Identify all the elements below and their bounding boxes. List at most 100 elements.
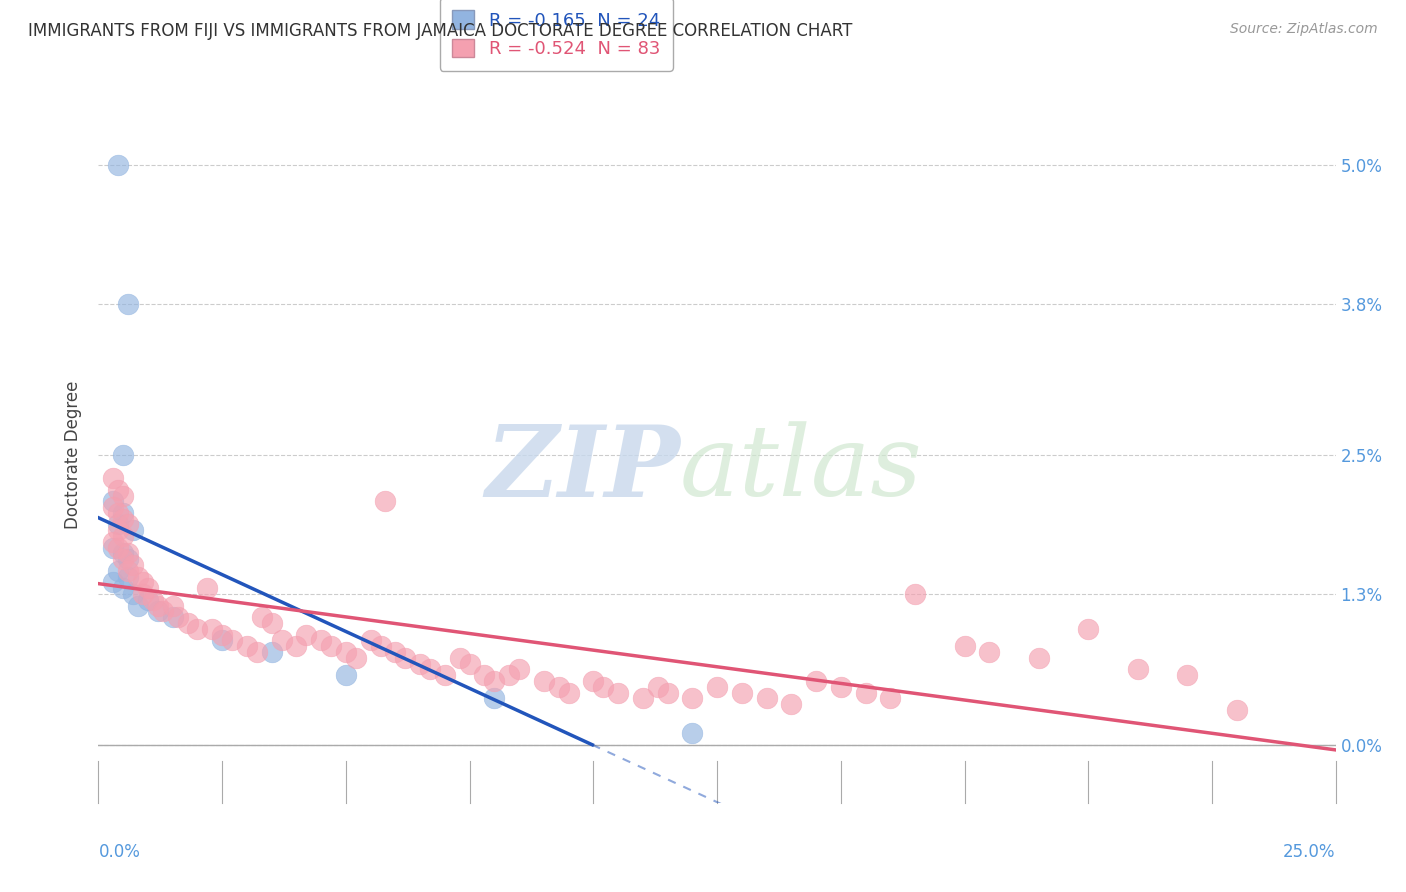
Point <box>107 506 129 520</box>
Point <box>360 633 382 648</box>
Point <box>855 685 877 699</box>
Point <box>136 592 159 607</box>
Point <box>374 494 396 508</box>
Text: ZIP: ZIP <box>485 421 681 517</box>
Point <box>498 668 520 682</box>
Point <box>681 691 703 706</box>
Point <box>117 517 139 532</box>
Point <box>103 500 125 514</box>
Point <box>879 691 901 706</box>
Point <box>122 523 145 537</box>
Point <box>146 605 169 619</box>
Point <box>236 639 259 653</box>
Text: 25.0%: 25.0% <box>1284 843 1336 861</box>
Point <box>107 523 129 537</box>
Point <box>979 645 1001 659</box>
Point <box>780 698 803 712</box>
Point <box>112 529 135 543</box>
Point <box>211 628 233 642</box>
Point <box>647 680 669 694</box>
Point <box>295 628 318 642</box>
Point <box>830 680 852 694</box>
Point <box>270 633 292 648</box>
Point <box>533 674 555 689</box>
Point <box>112 546 135 561</box>
Point <box>1226 703 1249 717</box>
Point <box>107 158 129 172</box>
Point <box>344 651 367 665</box>
Point <box>186 622 208 636</box>
Point <box>419 662 441 676</box>
Point <box>1126 662 1149 676</box>
Point <box>132 587 155 601</box>
Point <box>162 610 184 624</box>
Point <box>433 668 456 682</box>
Point <box>1077 622 1099 636</box>
Point <box>731 685 754 699</box>
Point <box>122 587 145 601</box>
Point <box>211 633 233 648</box>
Point <box>112 506 135 520</box>
Point <box>122 558 145 573</box>
Point <box>804 674 827 689</box>
Point <box>107 483 129 497</box>
Point <box>260 645 283 659</box>
Point <box>117 552 139 566</box>
Point <box>547 680 569 694</box>
Point <box>107 517 129 532</box>
Point <box>221 633 243 648</box>
Point <box>370 639 392 653</box>
Point <box>246 645 269 659</box>
Point <box>309 633 332 648</box>
Point <box>107 564 129 578</box>
Point <box>1028 651 1050 665</box>
Point <box>166 610 188 624</box>
Point <box>112 489 135 503</box>
Point <box>103 575 125 590</box>
Point <box>904 587 927 601</box>
Point <box>631 691 654 706</box>
Point <box>250 610 273 624</box>
Point <box>409 657 432 671</box>
Point <box>335 668 357 682</box>
Point <box>260 615 283 630</box>
Point <box>127 599 149 613</box>
Point <box>112 448 135 462</box>
Point <box>335 645 357 659</box>
Point <box>319 639 342 653</box>
Point <box>755 691 778 706</box>
Point <box>112 511 135 525</box>
Point <box>474 668 496 682</box>
Point <box>508 662 530 676</box>
Point <box>1175 668 1198 682</box>
Text: atlas: atlas <box>681 421 922 516</box>
Point <box>582 674 605 689</box>
Point <box>953 639 976 653</box>
Point <box>132 575 155 590</box>
Point <box>142 592 165 607</box>
Point <box>117 570 139 584</box>
Point <box>285 639 308 653</box>
Point <box>162 599 184 613</box>
Point <box>127 570 149 584</box>
Legend: R = -0.165  N = 24, R = -0.524  N = 83: R = -0.165 N = 24, R = -0.524 N = 83 <box>440 0 672 70</box>
Text: 0.0%: 0.0% <box>98 843 141 861</box>
Point <box>152 605 174 619</box>
Text: Source: ZipAtlas.com: Source: ZipAtlas.com <box>1230 22 1378 37</box>
Point <box>384 645 406 659</box>
Point <box>146 599 169 613</box>
Point <box>107 541 129 555</box>
Point <box>112 552 135 566</box>
Point <box>195 582 218 596</box>
Point <box>484 674 506 689</box>
Point <box>557 685 579 699</box>
Point <box>484 691 506 706</box>
Point <box>103 534 125 549</box>
Point <box>681 726 703 740</box>
Point <box>136 582 159 596</box>
Point <box>103 541 125 555</box>
Point <box>201 622 224 636</box>
Point <box>103 471 125 485</box>
Point <box>449 651 471 665</box>
Point <box>592 680 614 694</box>
